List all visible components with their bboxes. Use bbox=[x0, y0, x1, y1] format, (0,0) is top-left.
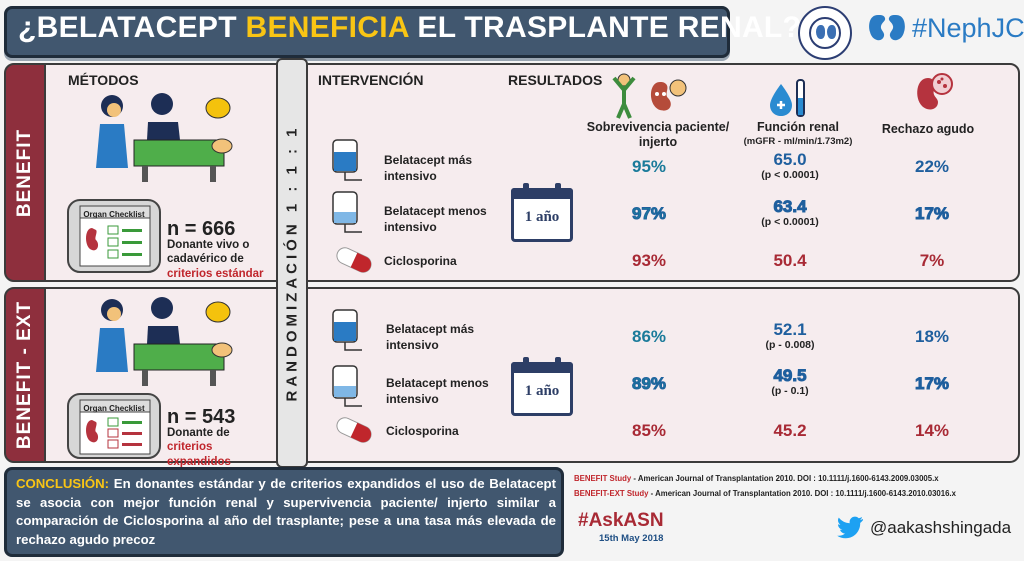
benefit-panel bbox=[44, 63, 1020, 282]
kidneys-icon bbox=[869, 15, 905, 41]
sample-size: n = 543 bbox=[167, 406, 236, 428]
drop-tube-icon bbox=[770, 79, 805, 117]
arm-label: Belatacept más intensivo bbox=[386, 322, 475, 352]
reference-benefit: BENEFIT Study - American Journal of Tran… bbox=[574, 474, 939, 483]
survival-value: 95% bbox=[631, 157, 667, 176]
arm-label: Belatacept menos intensivo bbox=[386, 376, 489, 406]
renal-function-unit: (mGFR - ml/min/1.73m2) bbox=[743, 136, 853, 147]
benefit-ext-band: BENEFIT - EXT bbox=[4, 287, 46, 463]
intervention-header: INTERVENCIÓN bbox=[318, 72, 424, 88]
rejection-value: 7% bbox=[919, 251, 945, 270]
conclusion-box: CONCLUSIÓN: En donantes estándar y de cr… bbox=[4, 467, 564, 557]
p-value: (p < 0.0001) bbox=[761, 169, 819, 181]
calendar-icon: 1 año bbox=[511, 357, 573, 416]
survival-header: Sobrevivencia paciente/ injerto bbox=[586, 120, 730, 149]
surgery-illustration bbox=[96, 93, 233, 182]
population-description: Donante vivo o cadavérico de criterios e… bbox=[167, 239, 264, 280]
population-description: Donante de criterios expandidos bbox=[167, 427, 231, 468]
calendar-icon: 1 año bbox=[511, 183, 573, 242]
rejection-header: Rechazo agudo bbox=[881, 122, 975, 136]
rejection-value: 17% bbox=[914, 204, 950, 224]
nephjc-hashtag: #NephJC bbox=[912, 13, 1024, 43]
p-value: (p < 0.0001) bbox=[761, 216, 819, 228]
p-value: (p - 0.008) bbox=[765, 339, 815, 351]
arm-label: Ciclosporina bbox=[384, 254, 457, 268]
renal-value: 50.4 bbox=[773, 251, 807, 270]
renal-value: 52.1 bbox=[773, 320, 807, 339]
organ-checklist-icon bbox=[67, 199, 161, 273]
checklist-label: Organ Checklist bbox=[83, 210, 145, 219]
arm-label: Belatacept más intensivo bbox=[384, 153, 473, 183]
renal-value: 45.2 bbox=[773, 421, 807, 440]
pill-icon bbox=[336, 247, 372, 273]
renal-function-header: Función renal bbox=[757, 120, 839, 134]
rejection-value: 14% bbox=[914, 421, 950, 440]
iv-bag-icon bbox=[332, 365, 362, 407]
survival-value: 89% bbox=[631, 374, 667, 394]
iv-bag-icon bbox=[332, 191, 362, 233]
surgery-illustration bbox=[96, 297, 233, 386]
survival-value: 85% bbox=[631, 421, 667, 440]
twitter-icon bbox=[837, 516, 863, 539]
title-highlight: BENEFICIA bbox=[245, 11, 409, 44]
publication-date: 15th May 2018 bbox=[599, 533, 664, 544]
rejection-value: 18% bbox=[914, 327, 950, 346]
title-banner bbox=[4, 6, 730, 58]
survival-value: 97% bbox=[631, 204, 667, 224]
renal-value: 63.4 bbox=[773, 197, 807, 217]
methods-header: MÉTODOS bbox=[68, 72, 139, 88]
arm-label: Belatacept menos intensivo bbox=[384, 204, 487, 234]
patient-kidney-icon bbox=[612, 73, 687, 119]
rejection-value: 17% bbox=[914, 374, 950, 394]
p-value: (p - 0.1) bbox=[771, 385, 809, 397]
rejection-value: 22% bbox=[914, 157, 950, 176]
twitter-handle: @aakashshingada bbox=[870, 518, 1012, 537]
benefit-band: BENEFIT bbox=[4, 63, 46, 282]
survival-value: 86% bbox=[631, 327, 667, 346]
survival-value: 93% bbox=[631, 251, 667, 270]
randomization-bar: RANDOMIZACIÓN 1 : 1 : 1 bbox=[276, 58, 308, 468]
pill-icon bbox=[336, 417, 372, 443]
renal-value: 49.5 bbox=[773, 366, 807, 386]
iv-bag-icon bbox=[332, 309, 362, 351]
checklist-label: Organ Checklist bbox=[83, 404, 145, 413]
page-title: ¿BELATACEPT BENEFICIA EL TRASPLANTE RENA… bbox=[18, 11, 802, 44]
askasn-hashtag: #AskASN bbox=[578, 510, 664, 531]
results-header: RESULTADOS bbox=[508, 72, 603, 88]
iv-bag-icon bbox=[332, 139, 362, 181]
conclusion-text: CONCLUSIÓN: En donantes estándar y de cr… bbox=[16, 476, 556, 548]
rejection-kidney-icon bbox=[917, 73, 953, 110]
arm-label: Ciclosporina bbox=[386, 424, 459, 438]
nephrology-seal-icon bbox=[798, 6, 852, 60]
sample-size: n = 666 bbox=[167, 218, 236, 240]
organ-checklist-icon bbox=[67, 393, 161, 459]
reference-benefit-ext: BENEFIT-EXT Study - American Journal of … bbox=[574, 489, 956, 498]
renal-value: 65.0 bbox=[773, 150, 807, 169]
